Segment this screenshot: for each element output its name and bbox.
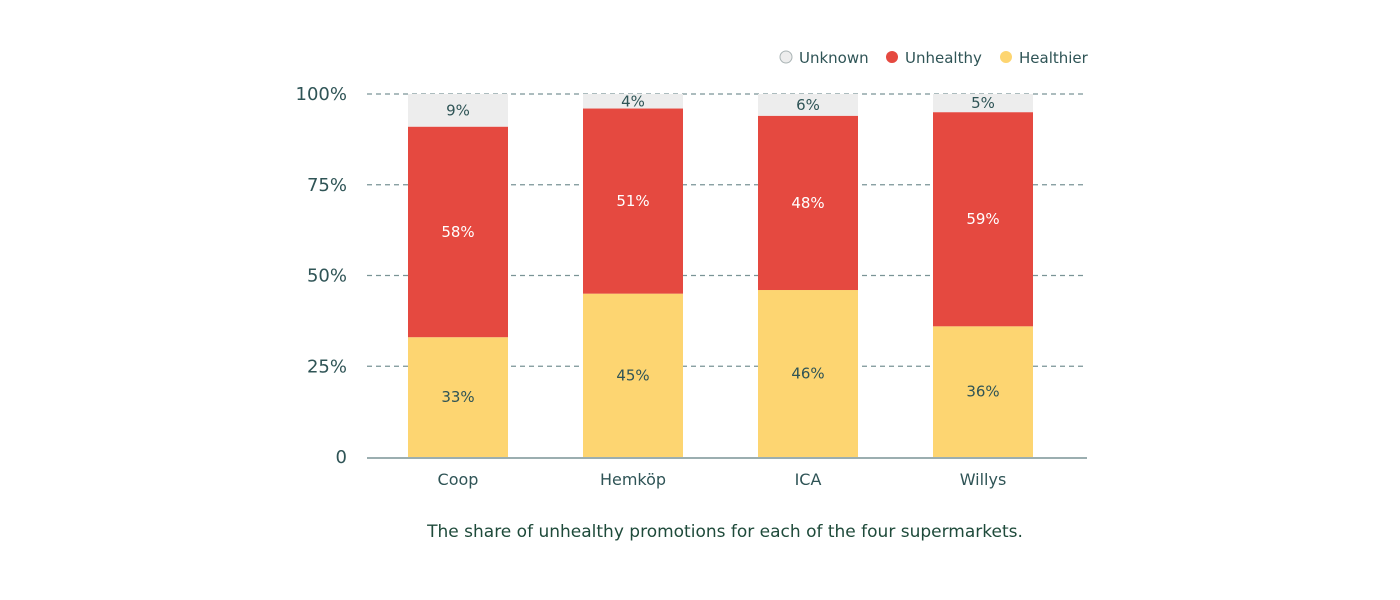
x-tick-label: ICA [795, 470, 822, 489]
legend: Unknown Unhealthy Healthier [779, 49, 1089, 67]
bar-segment-healthier [758, 290, 858, 457]
data-label: 48% [791, 194, 824, 212]
y-tick-label: 100% [296, 84, 347, 105]
bar-segment-healthier [583, 293, 683, 457]
bars: 33% 58% 9% 45% 51% 4% 46% 48% 6% 36% 59% 5% [408, 92, 1033, 457]
data-label: 33% [441, 388, 474, 406]
legend-marker-icon [886, 51, 898, 63]
x-axis: Coop Hemköp ICA Willys [367, 457, 1087, 489]
data-label: 5% [971, 94, 995, 112]
legend-label: Healthier [1019, 49, 1089, 67]
y-axis-ticks: 0 25% 50% 75% 100% [296, 84, 347, 468]
legend-item-unhealthy: Unhealthy [886, 49, 982, 67]
data-label: 46% [791, 365, 824, 383]
legend-item-unknown: Unknown [779, 49, 869, 67]
x-tick-label: Willys [960, 470, 1007, 489]
legend-marker-icon [1000, 51, 1012, 63]
y-tick-label: 75% [307, 175, 347, 196]
legend-item-healthier: Healthier [1000, 49, 1089, 67]
x-tick-label: Coop [438, 470, 479, 489]
bar-segment-unknown [408, 94, 508, 127]
bar-group-hemköp: 45% 51% 4% [583, 92, 683, 457]
data-label: 51% [616, 192, 649, 210]
data-label: 36% [966, 383, 999, 401]
data-label: 59% [966, 210, 999, 228]
bar-segment-unknown [758, 94, 858, 116]
bar-segment-healthier [408, 337, 508, 457]
data-label: 6% [796, 96, 820, 114]
chart-caption: The share of unhealthy promotions for ea… [427, 522, 1023, 542]
bar-group-willys: 36% 59% 5% [933, 94, 1033, 457]
legend-label: Unhealthy [905, 49, 982, 67]
bar-segment-unknown [933, 94, 1033, 113]
bar-segment-unhealthy [758, 115, 858, 291]
data-label: 45% [616, 366, 649, 384]
y-tick-label: 0 [336, 447, 347, 468]
data-label: 9% [446, 101, 470, 119]
bar-segment-unknown [583, 94, 683, 109]
bar-segment-unhealthy [933, 112, 1033, 327]
bar-group-coop: 33% 58% 9% [408, 94, 508, 457]
y-tick-label: 50% [307, 266, 347, 287]
data-label: 58% [441, 223, 474, 241]
bar-segment-unhealthy [583, 108, 683, 294]
legend-label: Unknown [799, 49, 869, 67]
bar-group-ica: 46% 48% 6% [758, 94, 858, 457]
x-tick-label: Hemköp [600, 470, 666, 489]
bar-segment-unhealthy [408, 126, 508, 338]
legend-marker-icon [779, 50, 793, 64]
bar-segment-healthier [933, 326, 1033, 457]
y-tick-label: 25% [307, 356, 347, 377]
data-label: 4% [621, 92, 645, 110]
